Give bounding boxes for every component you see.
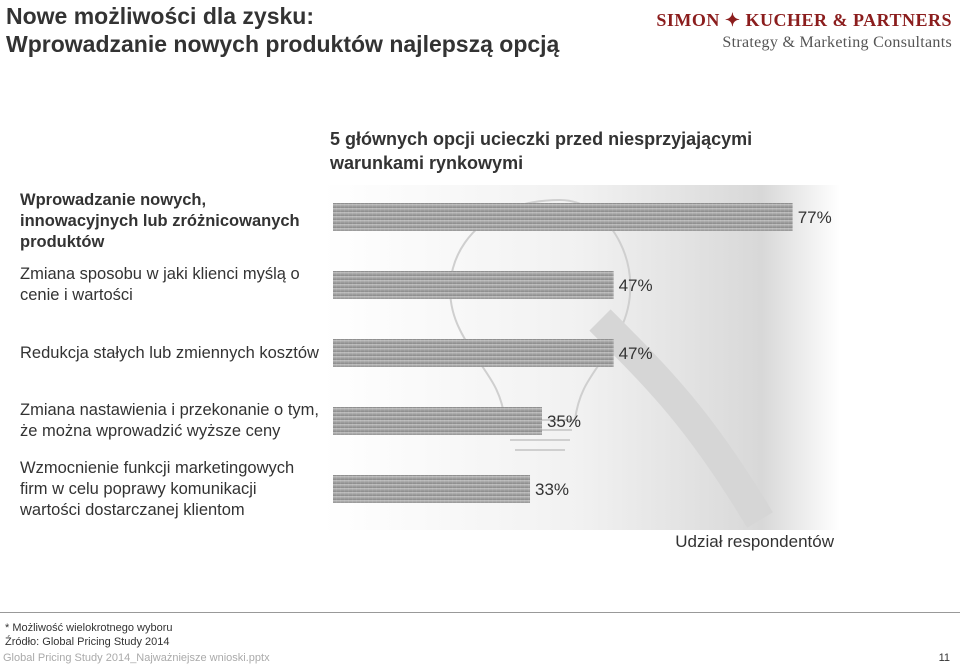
value-label: 33%	[535, 480, 569, 499]
footnote: * Możliwość wielokrotnego wyboru	[5, 622, 173, 634]
bar	[333, 475, 531, 503]
title-line: Wprowadzanie nowych produktów najlepszą …	[6, 31, 560, 57]
bar	[333, 271, 614, 299]
bar	[333, 203, 793, 231]
category-label: Wzmocnienie funkcji marketingowych firm …	[20, 458, 295, 519]
value-label: 77%	[798, 208, 832, 227]
bar	[333, 339, 614, 367]
category-label: Redukcja stałych lub zmiennych kosztów	[20, 343, 319, 362]
value-label: 47%	[619, 276, 653, 295]
logo: SIMON ✦ KUCHER & PARTNERS	[656, 10, 952, 30]
category-label: Zmiana sposobu w jaki klienci myślą o ce…	[20, 265, 300, 304]
slide-title: Nowe możliwości dla zysku: Wprowadzanie …	[6, 2, 559, 58]
bar	[333, 407, 542, 435]
divider	[0, 612, 960, 613]
page-number: 11	[938, 652, 950, 664]
chart-title: 5 głównych opcji ucieczki przed niesprzy…	[330, 129, 753, 173]
category-label: Zmiana nastawienia i przekonanie o tym, …	[20, 401, 319, 440]
category-label: Wprowadzanie nowych, innowacyjnych lub z…	[20, 190, 300, 251]
value-label: 47%	[619, 344, 653, 363]
logo-tagline: Strategy & Marketing Consultants	[722, 34, 952, 51]
value-label: 35%	[547, 412, 581, 431]
footer-file: Global Pricing Study 2014_Najważniejsze …	[3, 652, 270, 664]
footnote: Źródło: Global Pricing Study 2014	[5, 636, 170, 648]
title-line: Nowe możliwości dla zysku:	[6, 3, 315, 29]
x-axis-label: Udział respondentów	[675, 532, 834, 551]
